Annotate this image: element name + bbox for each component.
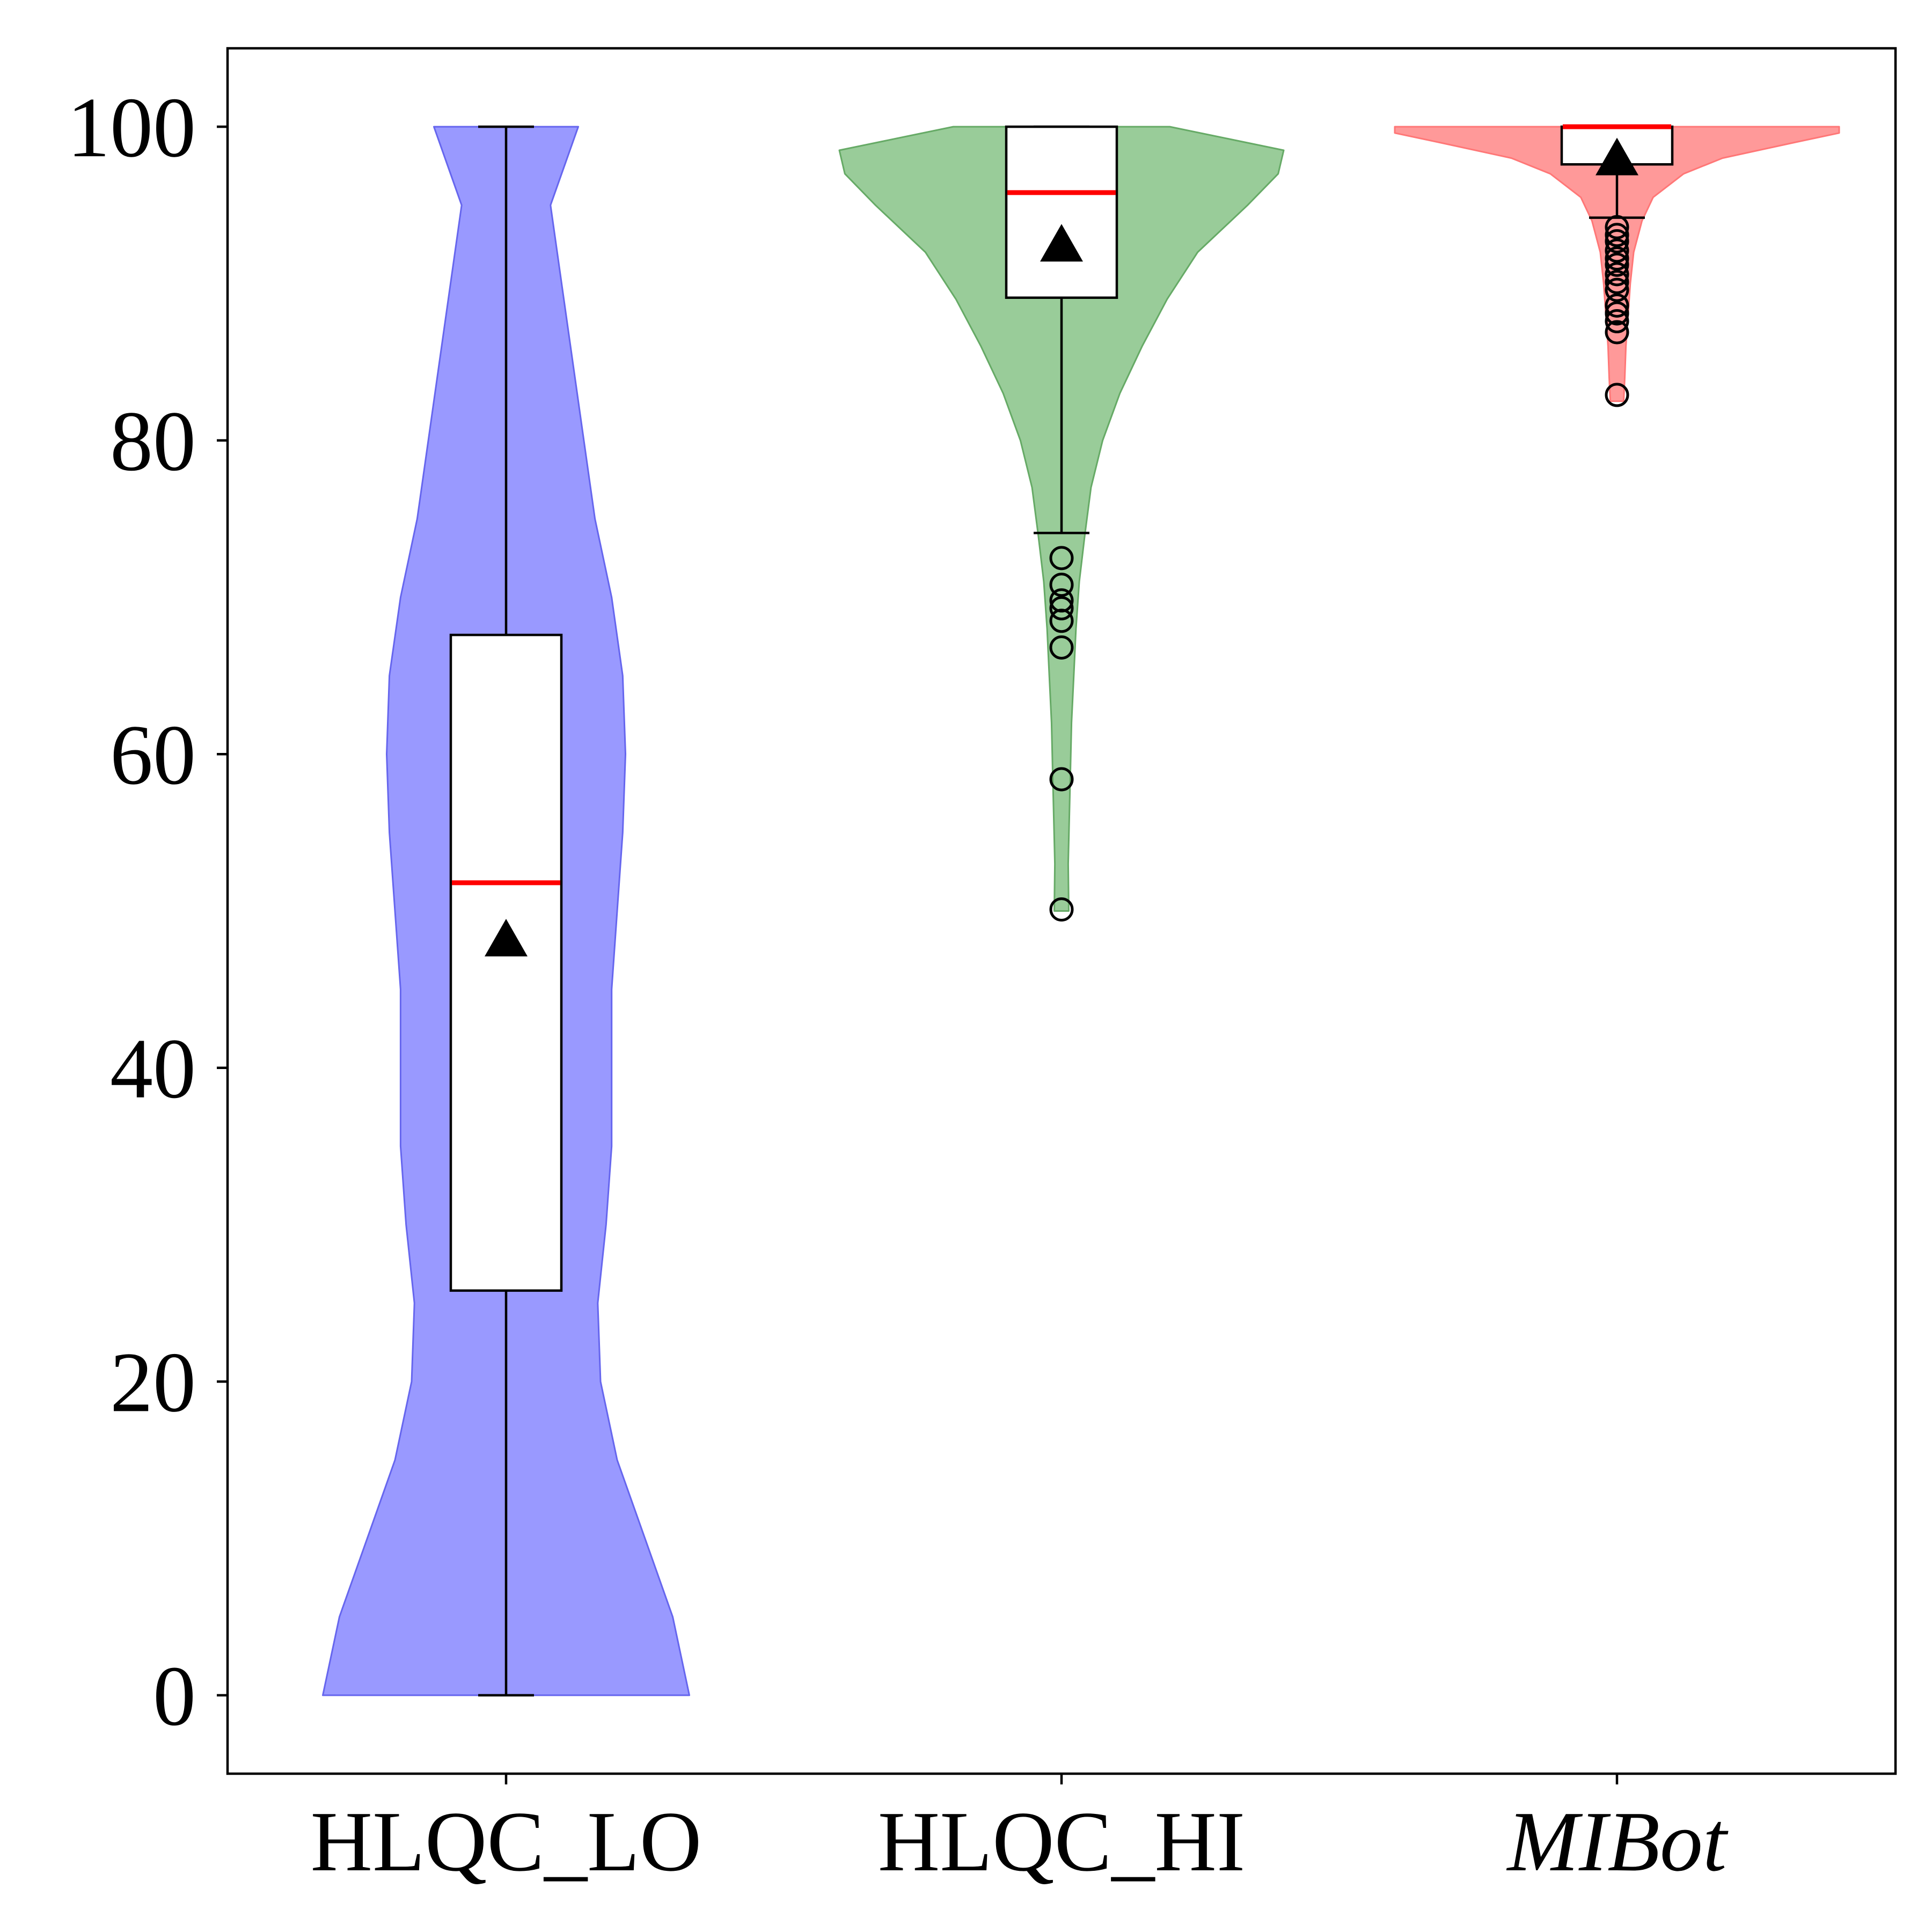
outlier-point-mibot [1605, 293, 1629, 318]
outlier-point-mibot [1605, 383, 1629, 407]
outlier-point-mibot [1605, 309, 1629, 334]
mean-marker-mibot [1596, 137, 1638, 175]
mean-marker-hlqc-lo [485, 919, 528, 957]
outlier-point-mibot [1605, 246, 1629, 271]
x-tick-label-hlqc-lo: HLQC_LO [311, 1794, 702, 1889]
outlier-point-hlqc-hi [1049, 767, 1074, 792]
outlier-point-hlqc-hi [1049, 897, 1074, 922]
outlier-point-mibot [1605, 269, 1629, 294]
x-tick-label-mibot: MIBot [1506, 1794, 1729, 1889]
outlier-point-mibot [1605, 262, 1629, 287]
outlier-point-hlqc-hi [1049, 596, 1074, 620]
outlier-point-mibot [1605, 229, 1629, 253]
y-tick-label: 40 [110, 1021, 196, 1116]
outlier-point-hlqc-hi [1049, 546, 1074, 570]
y-tick-label: 100 [67, 79, 196, 175]
y-tick-label: 60 [110, 707, 196, 802]
outlier-point-mibot [1605, 238, 1629, 263]
outlier-point-mibot [1605, 301, 1629, 326]
y-axis: 0 20 40 60 80 100 [67, 79, 228, 1744]
y-tick-label: 80 [110, 393, 196, 489]
y-tick-label: 20 [110, 1334, 196, 1430]
boxes-layer [449, 124, 1674, 1697]
outlier-point-hlqc-hi [1049, 573, 1074, 597]
outlier-point-mibot [1605, 223, 1629, 247]
outlier-point-hlqc-hi [1049, 635, 1074, 660]
mean-marker-hlqc-hi [1040, 224, 1083, 262]
y-tick-label: 0 [153, 1648, 196, 1744]
box-hlqc-hi [1005, 125, 1118, 299]
points-layer [485, 137, 1638, 957]
outlier-point-mibot [1605, 320, 1629, 345]
box-hlqc-lo [449, 633, 563, 1292]
outlier-point-mibot [1605, 252, 1629, 277]
x-tick-label-hlqc-hi: HLQC_HI [878, 1794, 1245, 1889]
x-axis: HLQC_LO HLQC_HI MIBot [311, 1774, 1729, 1889]
outlier-point-hlqc-hi [1049, 609, 1074, 633]
outlier-point-mibot [1605, 215, 1629, 239]
outlier-point-mibot [1605, 277, 1629, 302]
